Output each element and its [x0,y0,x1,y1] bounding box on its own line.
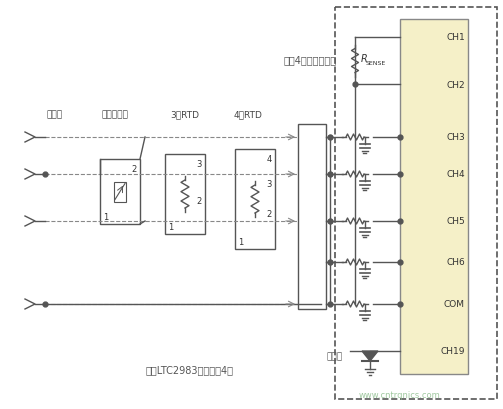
Text: R: R [361,54,368,64]
Bar [235,150,275,249]
Text: CH1: CH1 [446,34,465,43]
Bar [400,20,468,374]
Text: 冷接点: 冷接点 [327,352,343,361]
Polygon shape [362,351,378,361]
Text: 每个LTC2983连接多达4组: 每个LTC2983连接多达4组 [146,364,234,374]
Text: 1: 1 [238,237,243,246]
Bar [100,160,140,225]
Text: 热电偶: 热电偶 [47,110,63,119]
Text: 4: 4 [267,155,272,164]
Text: 3: 3 [267,180,272,189]
Text: CH4: CH4 [446,170,465,179]
Text: 所有4组传感器共用: 所有4组传感器共用 [283,55,337,65]
Text: SENSE: SENSE [366,61,386,66]
Bar [298,125,326,309]
Text: CH3: CH3 [446,133,465,142]
Text: 2: 2 [197,196,202,205]
Text: COM: COM [444,300,465,309]
Text: 热敏电阵器: 热敏电阵器 [102,110,128,119]
Text: 3线RTD: 3线RTD [171,110,200,119]
Text: 4线RTD: 4线RTD [233,110,263,119]
Text: 2: 2 [132,164,137,173]
Text: CH6: CH6 [446,258,465,267]
Bar [165,155,205,234]
Text: CH2: CH2 [446,80,465,89]
Text: CH5: CH5 [446,217,465,226]
Text: CH19: CH19 [441,347,465,356]
Bar [114,182,126,202]
Text: 2: 2 [267,209,272,218]
Text: 1: 1 [103,213,108,221]
Text: www.cntrqnics.com: www.cntrqnics.com [359,390,441,399]
Text: 1: 1 [168,222,173,231]
Text: 3: 3 [197,160,202,169]
Bar [335,8,497,399]
